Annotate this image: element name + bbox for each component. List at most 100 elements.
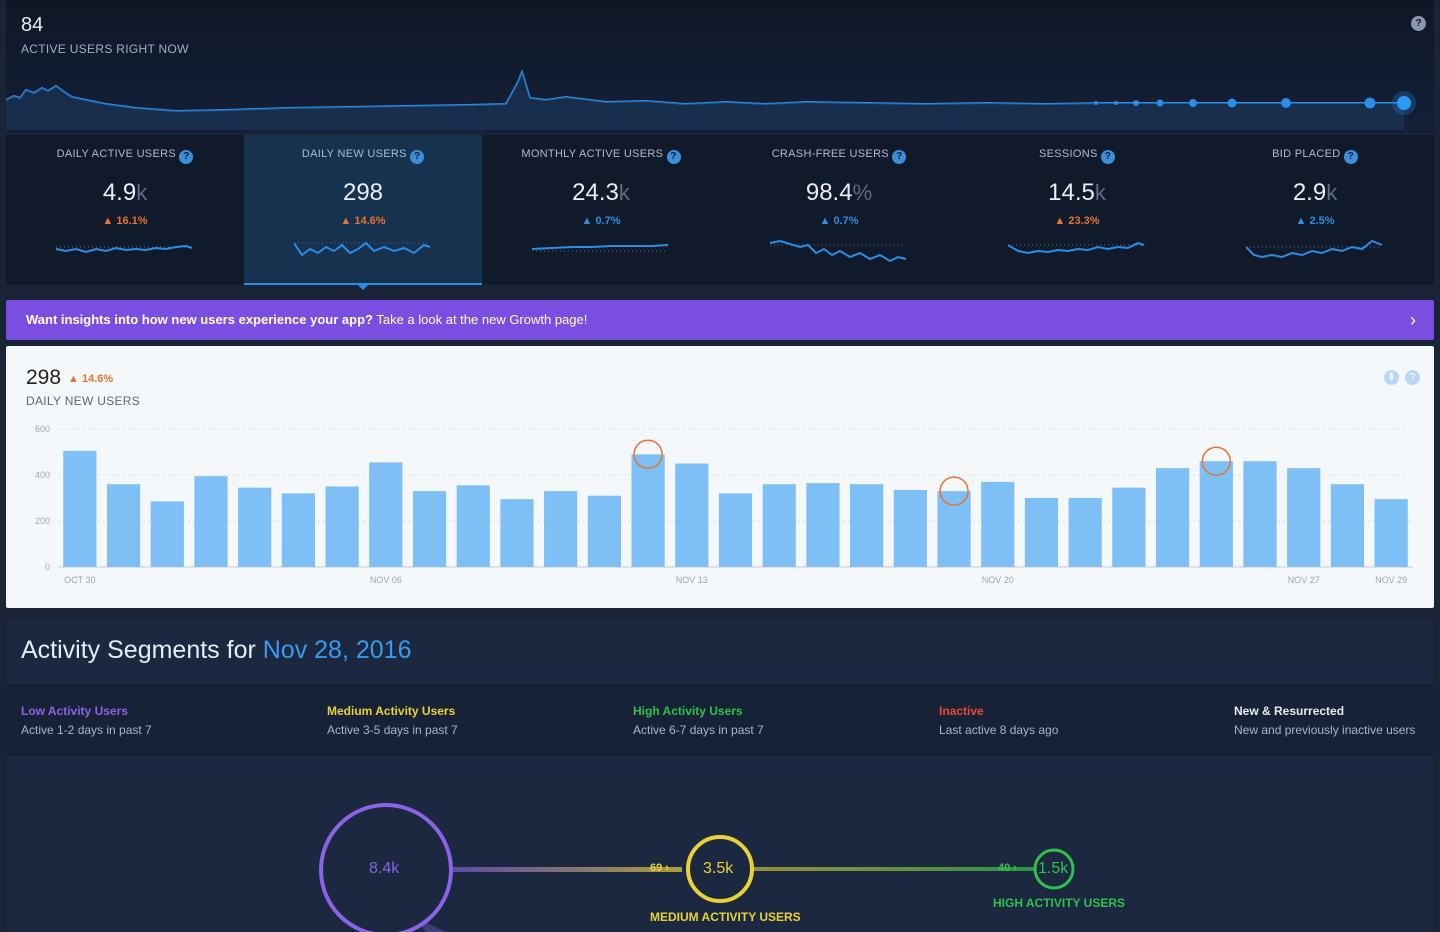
low-activity-value: 8.4k [369, 860, 400, 877]
bar[interactable] [981, 481, 1015, 567]
segment-low[interactable]: Low Activity Users Active 1-2 days in pas… [21, 704, 152, 737]
bar[interactable] [1199, 461, 1233, 567]
segment-desc: Active 3-5 days in past 7 [327, 723, 458, 737]
high-activity-node[interactable] [1033, 848, 1075, 890]
medium-activity-node[interactable] [686, 835, 754, 903]
bar[interactable] [500, 499, 534, 567]
bar[interactable] [893, 489, 927, 567]
help-icon[interactable]: ? [1411, 16, 1426, 31]
metric-bid-placed[interactable]: BID PLACED ? 2.9k ▲ 2.5% [1196, 135, 1434, 285]
help-icon[interactable]: ? [1101, 150, 1115, 164]
bar[interactable] [412, 491, 447, 567]
metric-sparkline [294, 241, 431, 257]
metric-change: ▲ 2.5% [1295, 215, 1335, 227]
metric-change: ▲ 23.3% [1054, 215, 1100, 227]
help-icon[interactable]: ? [1405, 370, 1420, 385]
metric-change-value: 0.7% [595, 215, 621, 227]
chevron-right-icon[interactable]: › [1410, 310, 1416, 330]
segment-high[interactable]: High Activity Users Active 6-7 days in pa… [633, 704, 764, 737]
anomaly-marker[interactable] [633, 439, 663, 470]
bar[interactable] [106, 484, 141, 567]
metric-label-text: CRASH-FREE USERS [771, 148, 889, 160]
metric-crash-free-users[interactable]: CRASH-FREE USERS ? 98.4% ▲ 0.7% [720, 135, 958, 285]
medium-to-high-link [752, 867, 1034, 871]
segments-title-text: Activity Segments for [21, 636, 263, 664]
segment-desc: New and previously inactive users [1234, 723, 1416, 737]
bar[interactable] [631, 454, 665, 567]
medium-to-high-count: 40 › [998, 862, 1017, 874]
metric-sessions[interactable]: SESSIONS ? 14.5k ▲ 23.3% [958, 135, 1196, 285]
bar[interactable] [1024, 498, 1059, 567]
metric-monthly-active-users[interactable]: MONTHLY ACTIVE USERS ? 24.3k ▲ 0.7% [482, 135, 720, 285]
y-tick-label: 600 [35, 424, 50, 434]
bar[interactable] [325, 486, 359, 568]
x-tick-label: NOV 29 [1375, 575, 1407, 585]
metric-unit: k [618, 180, 630, 205]
low-to-medium-count-value: 69 [650, 862, 663, 874]
segments-legend: Low Activity Users Active 1-2 days in pas… [6, 684, 1434, 756]
bar[interactable] [281, 493, 316, 567]
chart-change: ▲ 14.6% [68, 373, 114, 385]
growth-banner[interactable]: Want insights into how new users experie… [6, 300, 1434, 340]
metric-change-value: 23.3% [1068, 215, 1100, 227]
metric-number: 4.9 [102, 179, 137, 206]
bar[interactable] [194, 476, 228, 567]
bar[interactable] [1112, 487, 1146, 567]
metrics-row: DAILY ACTIVE USERS ? 4.9k ▲ 16.1% DAILY … [6, 135, 1434, 285]
bar[interactable] [1330, 484, 1365, 567]
segment-desc: Active 6-7 days in past 7 [633, 723, 764, 737]
chart-actions: ⬇? [1378, 367, 1420, 385]
segment-medium[interactable]: Medium Activity Users Active 3-5 days in … [327, 704, 458, 737]
metric-change-value: 16.1% [116, 215, 148, 227]
bar[interactable] [806, 483, 840, 567]
help-icon[interactable]: ? [410, 150, 425, 164]
segment-new-resurrected[interactable]: New & Resurrected New and previously inac… [1234, 704, 1415, 737]
help-icon[interactable]: ? [666, 150, 681, 164]
segment-desc: Active 1-2 days in past 7 [21, 723, 152, 737]
bar[interactable] [1243, 461, 1277, 567]
metric-label: DAILY ACTIVE USERS ? [6, 148, 244, 164]
metric-label-text: DAILY ACTIVE USERS [56, 148, 176, 160]
metric-number: 298 [342, 179, 384, 206]
segment-desc: Last active 8 days ago [939, 723, 1059, 737]
active-users-count: 84 [21, 14, 44, 36]
bar[interactable] [675, 463, 709, 568]
help-icon[interactable]: ? [179, 150, 194, 164]
bar[interactable] [238, 487, 272, 567]
metric-change-value: 14.6% [354, 215, 386, 227]
help-icon[interactable]: ? [892, 150, 907, 164]
bar[interactable] [1068, 498, 1102, 567]
chart-subtitle: DAILY NEW USERS [26, 394, 141, 408]
help-icon[interactable]: ? [1343, 150, 1358, 164]
metric-label: DAILY NEW USERS ? [244, 148, 482, 164]
bar[interactable] [1287, 468, 1321, 567]
segment-inactive[interactable]: Inactive Last active 8 days ago [939, 704, 1058, 737]
bar[interactable] [456, 485, 490, 567]
metric-unit: k [1094, 180, 1106, 205]
metric-label: SESSIONS ? [958, 148, 1196, 164]
low-activity-node[interactable] [319, 803, 453, 932]
bar[interactable] [369, 462, 403, 567]
bar[interactable] [850, 484, 884, 567]
metric-daily-active-users[interactable]: DAILY ACTIVE USERS ? 4.9k ▲ 16.1% [6, 135, 244, 285]
bar[interactable] [150, 501, 184, 567]
realtime-sparkline [6, 68, 1416, 130]
bar[interactable] [63, 450, 97, 567]
realtime-panel: 84 ACTIVE USERS RIGHT NOW ? [6, 0, 1434, 133]
metric-daily-new-users[interactable]: DAILY NEW USERS ? 298 ▲ 14.6% [244, 135, 482, 285]
bar[interactable] [587, 495, 621, 567]
metric-label: BID PLACED ? [1196, 148, 1434, 164]
segments-date[interactable]: Nov 28, 2016 [262, 636, 412, 664]
bar[interactable] [937, 491, 971, 567]
bar[interactable] [544, 491, 578, 567]
bar[interactable] [1155, 468, 1190, 567]
anomaly-marker[interactable] [939, 476, 969, 506]
anomaly-marker[interactable] [1201, 446, 1232, 476]
high-activity-label: HIGH ACTIVITY USERS [993, 896, 1126, 910]
bar[interactable] [762, 484, 796, 567]
chart-change-value: 14.6% [81, 373, 114, 385]
bar[interactable] [718, 493, 753, 567]
download-icon[interactable]: ⬇ [1384, 370, 1399, 385]
metric-sparkline [1246, 239, 1383, 259]
bar[interactable] [1374, 499, 1408, 567]
